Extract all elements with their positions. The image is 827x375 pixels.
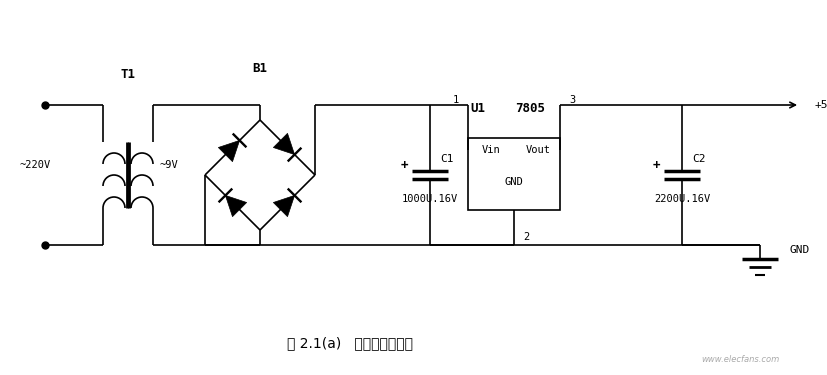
- Text: 1: 1: [452, 95, 458, 105]
- Text: 1000U.16V: 1000U.16V: [401, 194, 457, 204]
- Text: Vout: Vout: [525, 145, 550, 155]
- Text: U1: U1: [470, 102, 485, 114]
- Polygon shape: [218, 140, 239, 162]
- Text: 3: 3: [568, 95, 575, 105]
- Text: GND: GND: [789, 245, 810, 255]
- Text: +5V: +5V: [814, 100, 827, 110]
- Text: 2200U.16V: 2200U.16V: [653, 194, 710, 204]
- Text: Vin: Vin: [481, 145, 500, 155]
- Text: 2: 2: [522, 232, 528, 242]
- Text: ~9V: ~9V: [160, 160, 179, 170]
- Polygon shape: [273, 195, 294, 217]
- Text: 图 2.1(a)   稳压电源原理图: 图 2.1(a) 稳压电源原理图: [287, 336, 413, 350]
- Polygon shape: [273, 134, 294, 154]
- Text: +: +: [652, 159, 659, 171]
- Text: C1: C1: [439, 154, 453, 164]
- Text: +: +: [399, 159, 407, 171]
- Text: B1: B1: [252, 62, 267, 75]
- Text: www.elecfans.com: www.elecfans.com: [700, 356, 778, 364]
- Text: C2: C2: [691, 154, 705, 164]
- Bar: [467, 138, 559, 210]
- Polygon shape: [225, 195, 246, 217]
- Text: GND: GND: [504, 177, 523, 187]
- Text: ~220V: ~220V: [20, 160, 51, 170]
- Text: 7805: 7805: [514, 102, 544, 114]
- Text: T1: T1: [121, 69, 136, 81]
